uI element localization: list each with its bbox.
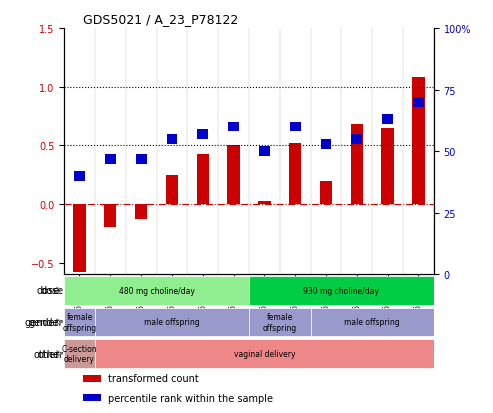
Bar — [382, 115, 393, 125]
Text: 930 mg choline/day: 930 mg choline/day — [303, 286, 380, 295]
Text: male offspring: male offspring — [144, 318, 200, 327]
Text: percentile rank within the sample: percentile rank within the sample — [108, 393, 274, 403]
Bar — [166, 175, 178, 204]
Text: male offspring: male offspring — [345, 318, 400, 327]
Bar — [412, 78, 424, 204]
Text: transformed count: transformed count — [108, 373, 199, 383]
Bar — [320, 140, 331, 150]
Text: gender: gender — [29, 317, 64, 327]
Text: 480 mg choline/day: 480 mg choline/day — [119, 286, 194, 295]
Bar — [289, 144, 301, 204]
Text: vaginal delivery: vaginal delivery — [234, 349, 295, 358]
Bar — [197, 154, 209, 204]
FancyBboxPatch shape — [64, 339, 95, 368]
Bar — [228, 122, 239, 132]
Bar — [351, 125, 363, 204]
Text: GDS5021 / A_23_P78122: GDS5021 / A_23_P78122 — [83, 13, 238, 26]
Bar — [259, 147, 270, 157]
Text: gender: gender — [25, 317, 60, 327]
Bar — [167, 135, 177, 145]
Text: other: other — [34, 349, 60, 359]
Bar — [136, 154, 146, 164]
Bar — [74, 171, 85, 181]
Bar — [352, 135, 362, 145]
FancyBboxPatch shape — [249, 276, 434, 305]
Text: female
offspring: female offspring — [263, 313, 297, 332]
Bar — [73, 204, 86, 273]
Bar — [83, 375, 101, 382]
FancyBboxPatch shape — [95, 339, 434, 368]
Bar — [197, 130, 208, 140]
Text: female
offspring: female offspring — [63, 313, 97, 332]
Text: C-section
delivery: C-section delivery — [62, 344, 97, 363]
FancyBboxPatch shape — [249, 308, 311, 337]
Bar — [413, 98, 424, 108]
FancyBboxPatch shape — [95, 308, 249, 337]
Bar — [227, 146, 240, 204]
Bar — [135, 204, 147, 220]
Bar — [104, 204, 116, 228]
FancyBboxPatch shape — [64, 276, 249, 305]
FancyBboxPatch shape — [64, 308, 95, 337]
Bar — [290, 122, 301, 132]
Bar — [105, 154, 116, 164]
Text: other: other — [37, 349, 64, 359]
Text: dose: dose — [36, 286, 60, 296]
Bar — [83, 394, 101, 401]
Bar — [258, 201, 271, 204]
Text: dose: dose — [40, 286, 64, 296]
Bar — [320, 181, 332, 204]
Bar — [382, 128, 394, 204]
FancyBboxPatch shape — [311, 308, 434, 337]
